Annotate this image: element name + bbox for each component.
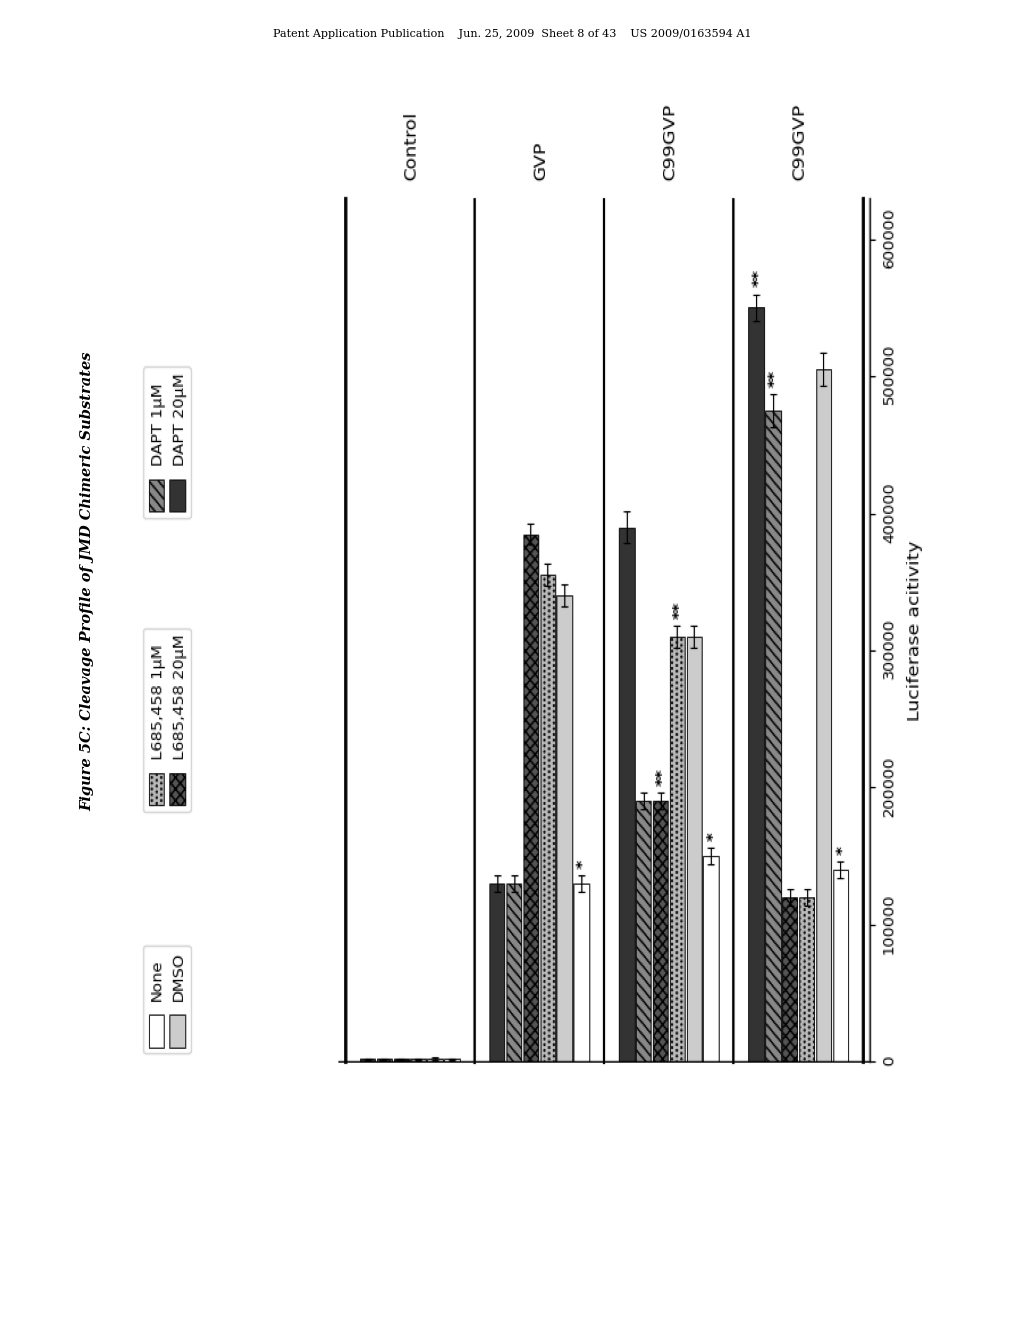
Text: Patent Application Publication    Jun. 25, 2009  Sheet 8 of 43    US 2009/016359: Patent Application Publication Jun. 25, … — [272, 29, 752, 40]
Text: Figure 5C: Cleavage Profile of JMD Chimeric Substrates: Figure 5C: Cleavage Profile of JMD Chime… — [80, 351, 94, 810]
